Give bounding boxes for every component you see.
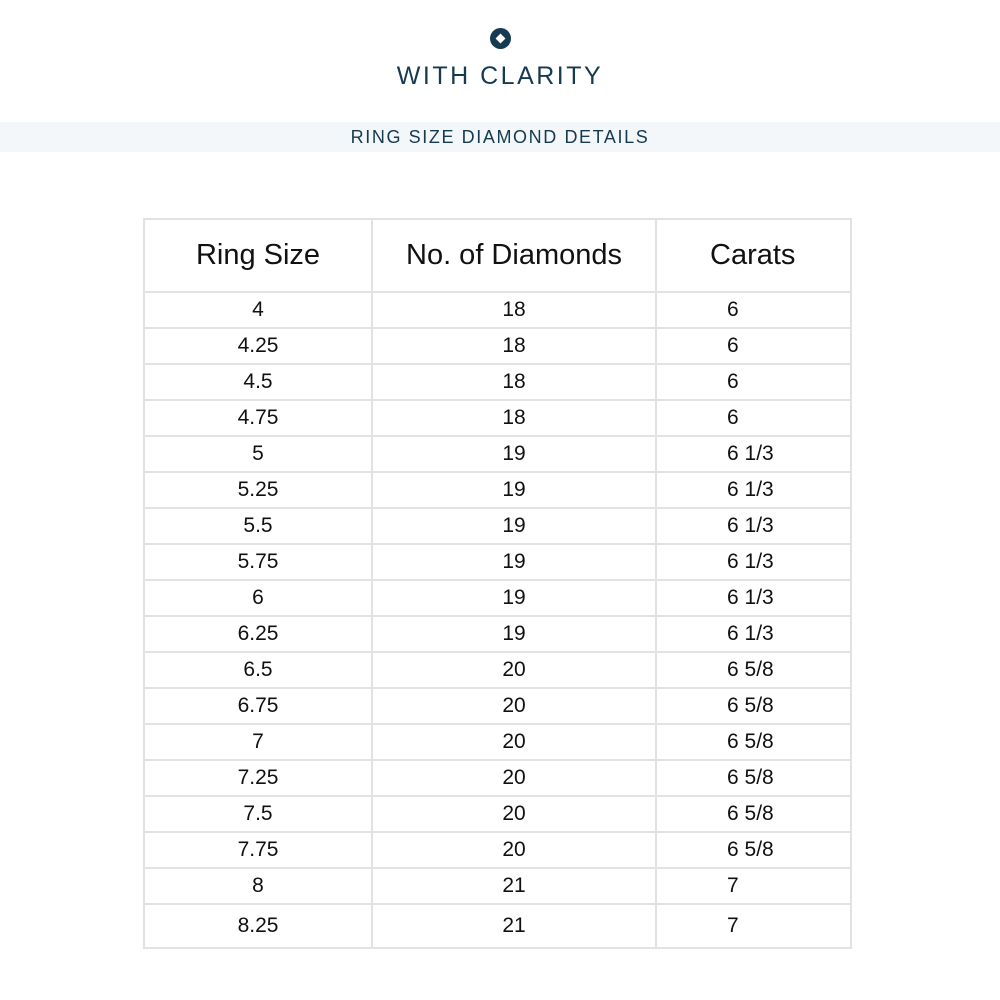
carats-cell: 6 5/8: [655, 651, 852, 689]
diamond-count-cell: 18: [371, 399, 657, 437]
header-carats: Carats: [655, 218, 852, 293]
diamond-count-cell: 19: [371, 615, 657, 653]
carats-cell: 6 5/8: [655, 723, 852, 761]
table-row: 4.5 18 6: [143, 363, 852, 401]
carats-cell: 6: [655, 363, 852, 401]
carats-cell: 7: [655, 867, 852, 905]
ring-size-cell: 8: [143, 867, 373, 905]
diamond-count-cell: 21: [371, 867, 657, 905]
table-row: 7.25 20 6 5/8: [143, 759, 852, 797]
table-row: 6.5 20 6 5/8: [143, 651, 852, 689]
diamond-count-cell: 18: [371, 291, 657, 329]
carats-cell: 6 5/8: [655, 759, 852, 797]
carats-cell: 6 5/8: [655, 795, 852, 833]
carats-cell: 6 1/3: [655, 471, 852, 509]
carats-cell: 6 1/3: [655, 579, 852, 617]
ring-size-cell: 5: [143, 435, 373, 473]
ring-size-cell: 5.75: [143, 543, 373, 581]
table-row: 7.75 20 6 5/8: [143, 831, 852, 869]
page-title: RING SIZE DIAMOND DETAILS: [0, 122, 1000, 152]
table-row: 7 20 6 5/8: [143, 723, 852, 761]
header-ring-size: Ring Size: [143, 218, 373, 293]
carats-cell: 6: [655, 327, 852, 365]
table-row: 6.75 20 6 5/8: [143, 687, 852, 725]
diamond-count-cell: 19: [371, 435, 657, 473]
diamond-count-cell: 20: [371, 687, 657, 725]
brand-name: WITH CLARITY: [396, 62, 604, 90]
carats-cell: 6: [655, 399, 852, 437]
table-row: 8.25 21 7: [143, 903, 852, 949]
diamond-count-cell: 19: [371, 471, 657, 509]
carats-cell: 7: [655, 903, 852, 949]
diamond-count-cell: 20: [371, 831, 657, 869]
diamond-count-cell: 20: [371, 759, 657, 797]
ring-size-cell: 7: [143, 723, 373, 761]
ring-size-cell: 4.75: [143, 399, 373, 437]
ring-size-cell: 4: [143, 291, 373, 329]
ring-size-cell: 7.5: [143, 795, 373, 833]
table-row: 5.25 19 6 1/3: [143, 471, 852, 509]
table-row: 5 19 6 1/3: [143, 435, 852, 473]
ring-size-cell: 6.5: [143, 651, 373, 689]
ring-size-cell: 4.25: [143, 327, 373, 365]
ring-size-cell: 6.75: [143, 687, 373, 725]
table-row: 6 19 6 1/3: [143, 579, 852, 617]
carats-cell: 6: [655, 291, 852, 329]
ring-size-cell: 7.75: [143, 831, 373, 869]
table-row: 7.5 20 6 5/8: [143, 795, 852, 833]
carats-cell: 6 1/3: [655, 615, 852, 653]
header-diamonds: No. of Diamonds: [371, 218, 657, 293]
carats-cell: 6 5/8: [655, 831, 852, 869]
table-row: 4.25 18 6: [143, 327, 852, 365]
diamond-count-cell: 21: [371, 903, 657, 949]
ring-size-cell: 6: [143, 579, 373, 617]
diamond-count-cell: 19: [371, 507, 657, 545]
table-row: 6.25 19 6 1/3: [143, 615, 852, 653]
carats-cell: 6 1/3: [655, 543, 852, 581]
diamond-count-cell: 20: [371, 723, 657, 761]
diamond-count-cell: 18: [371, 363, 657, 401]
ring-size-table: Ring Size No. of Diamonds Carats 4 18 6 4.2…: [143, 218, 852, 949]
diamond-count-cell: 18: [371, 327, 657, 365]
ring-size-cell: 5.5: [143, 507, 373, 545]
diamond-count-cell: 19: [371, 543, 657, 581]
ring-size-cell: 7.25: [143, 759, 373, 797]
table-row: 4.75 18 6: [143, 399, 852, 437]
ring-size-cell: 4.5: [143, 363, 373, 401]
table-row: 4 18 6: [143, 291, 852, 329]
carats-cell: 6 1/3: [655, 435, 852, 473]
carats-cell: 6 1/3: [655, 507, 852, 545]
ring-size-cell: 6.25: [143, 615, 373, 653]
table-row: 5.5 19 6 1/3: [143, 507, 852, 545]
diamond-count-cell: 20: [371, 651, 657, 689]
diamond-count-cell: 20: [371, 795, 657, 833]
table-row: 8 21 7: [143, 867, 852, 905]
table-header-row: Ring Size No. of Diamonds Carats: [143, 218, 852, 293]
carats-cell: 6 5/8: [655, 687, 852, 725]
diamond-count-cell: 19: [371, 579, 657, 617]
ring-size-cell: 5.25: [143, 471, 373, 509]
ring-size-cell: 8.25: [143, 903, 373, 949]
table-row: 5.75 19 6 1/3: [143, 543, 852, 581]
diamond-in-circle-icon: [490, 28, 511, 49]
